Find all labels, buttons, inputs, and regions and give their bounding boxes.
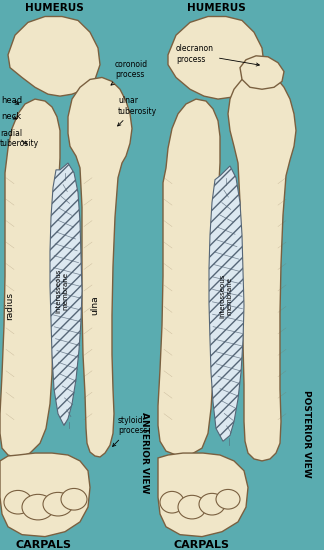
Ellipse shape	[61, 488, 87, 510]
Polygon shape	[158, 453, 248, 537]
Ellipse shape	[4, 491, 32, 514]
Ellipse shape	[178, 496, 206, 519]
Text: CARPALS: CARPALS	[174, 540, 230, 549]
Polygon shape	[168, 16, 264, 99]
Ellipse shape	[216, 490, 240, 509]
Polygon shape	[68, 78, 132, 457]
Polygon shape	[0, 99, 60, 458]
Text: head: head	[1, 96, 22, 105]
Text: HUMERUS: HUMERUS	[25, 3, 83, 13]
Text: olecranon
process: olecranon process	[176, 45, 259, 66]
Text: coronoid
process: coronoid process	[111, 60, 148, 85]
Text: CARPALS: CARPALS	[16, 540, 72, 549]
Polygon shape	[8, 16, 100, 96]
Polygon shape	[158, 99, 220, 455]
Text: radial
tuberosity: radial tuberosity	[0, 129, 39, 149]
Text: radius: radius	[6, 292, 15, 320]
Polygon shape	[228, 74, 296, 461]
Polygon shape	[0, 453, 90, 537]
Ellipse shape	[43, 492, 73, 516]
Text: ulna: ulna	[90, 296, 99, 315]
Polygon shape	[50, 163, 82, 426]
Text: ANTERIOR VIEW: ANTERIOR VIEW	[141, 412, 149, 494]
Text: HUMERUS: HUMERUS	[187, 3, 245, 13]
Text: POSTERIOR VIEW: POSTERIOR VIEW	[302, 389, 310, 477]
Text: interosseous
membrane: interosseous membrane	[55, 268, 68, 313]
Text: styloid
process: styloid process	[112, 416, 147, 447]
Text: neck: neck	[1, 112, 21, 121]
Ellipse shape	[199, 493, 225, 515]
Polygon shape	[209, 166, 244, 441]
Text: ulnar
tuberosity: ulnar tuberosity	[118, 96, 157, 126]
Ellipse shape	[22, 494, 54, 520]
Polygon shape	[240, 56, 284, 89]
Ellipse shape	[160, 491, 184, 513]
Text: interosseous
membrane: interosseous membrane	[219, 273, 233, 318]
